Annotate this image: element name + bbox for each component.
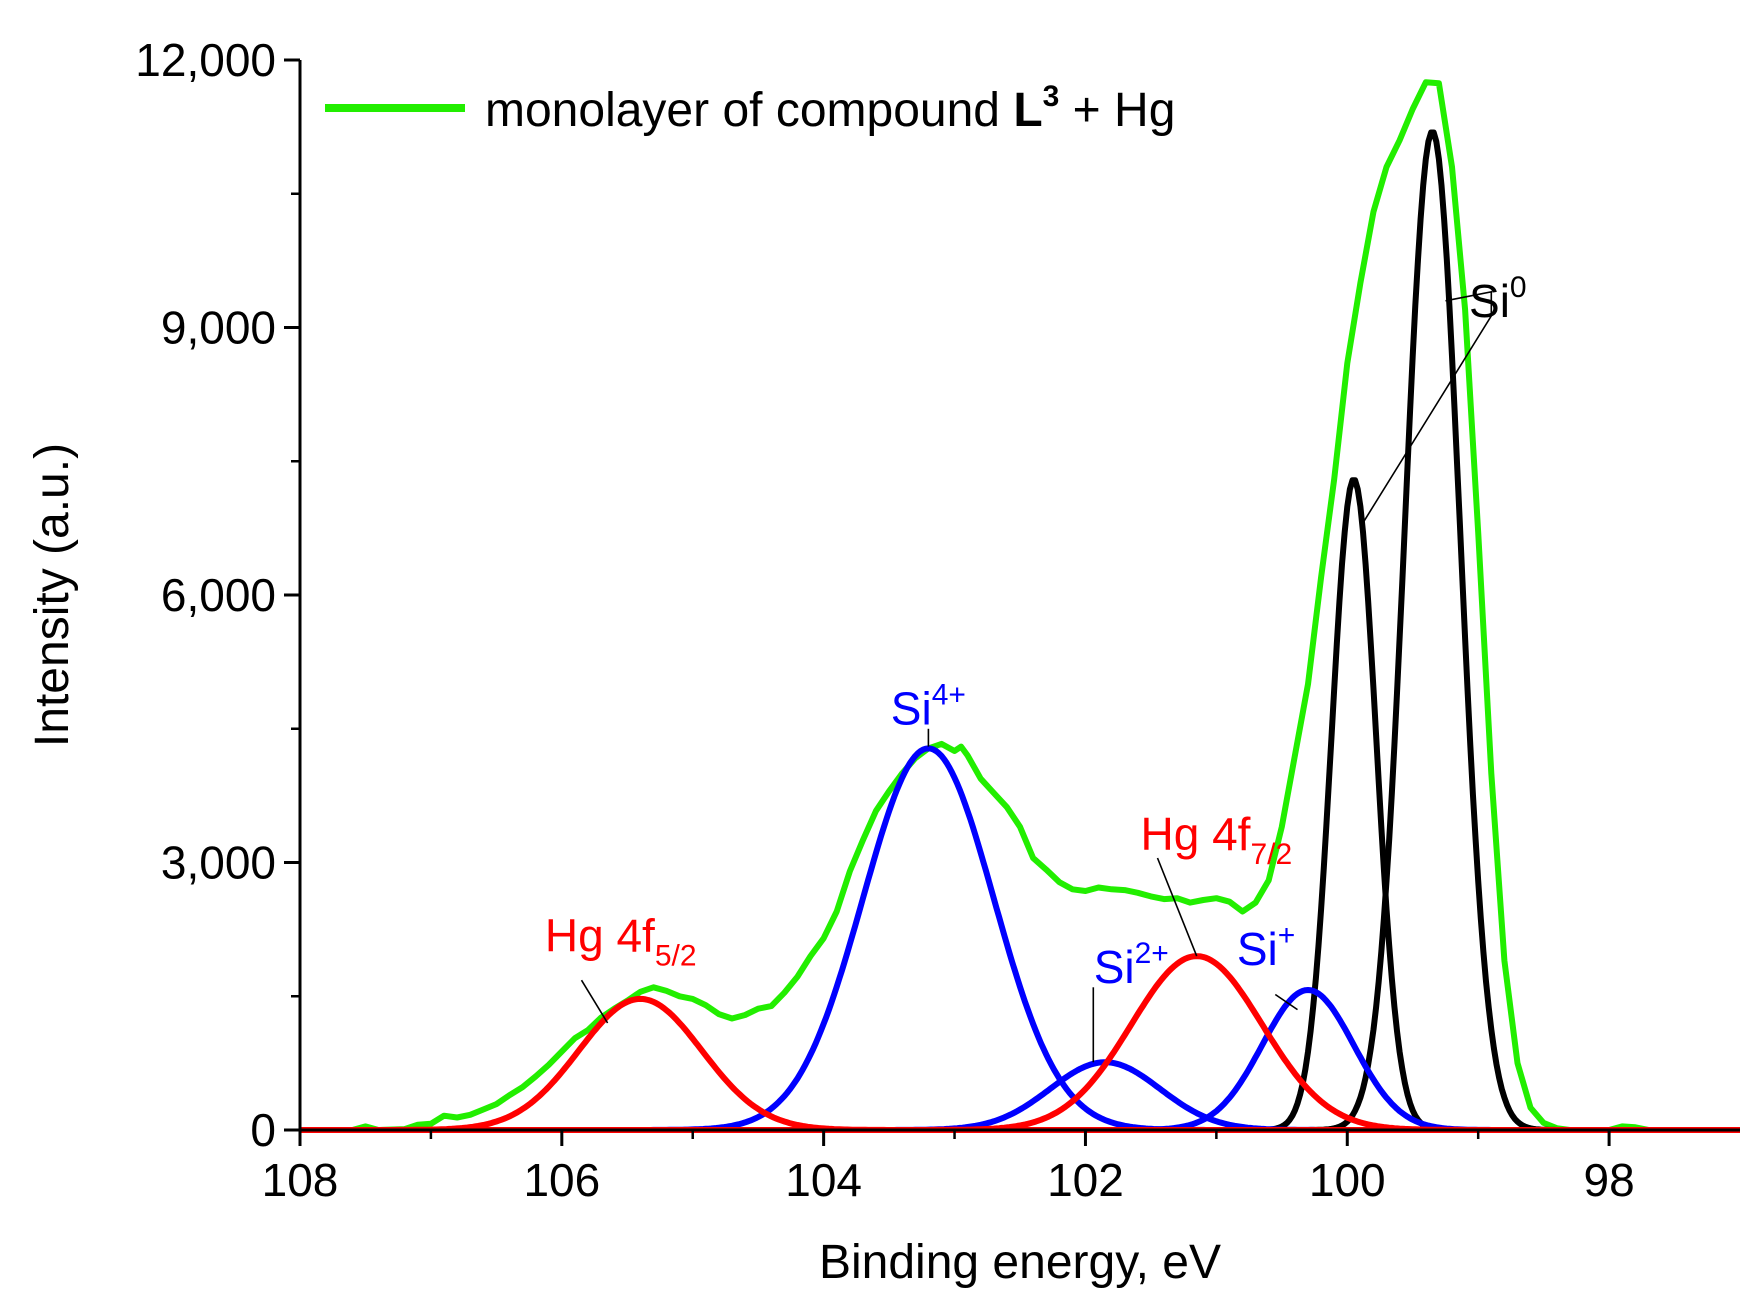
x-axis-ticks: 108 106 104 102 100 98 (262, 1130, 1635, 1206)
y-tick-label: 0 (250, 1104, 276, 1156)
y-tick-label: 12,000 (135, 34, 276, 86)
series-si4 (299, 745, 1741, 1133)
x-tick-label: 104 (785, 1154, 862, 1206)
label-si4: Si4+ (891, 678, 966, 734)
label-si0: Si0 (1469, 271, 1527, 327)
label-sip: Si+ (1237, 919, 1295, 975)
y-axis-ticks: 0 3,000 6,000 9,000 12,000 (135, 34, 300, 1156)
label-hg52: Hg 4f5/2 (545, 910, 697, 973)
pointer-sip (1274, 993, 1298, 1011)
legend-label-compound: L (1013, 84, 1042, 137)
y-tick-label: 3,000 (161, 837, 276, 889)
series-si0-lower-component (299, 477, 1741, 1133)
axes (298, 60, 1740, 1132)
label-hg72: Hg 4f7/2 (1141, 808, 1293, 871)
pointer-hg72 (1156, 857, 1198, 957)
legend-label-superscript: 3 (1043, 80, 1060, 113)
pointer-si0 (1362, 290, 1493, 524)
x-axis-title: Binding energy, eV (819, 1236, 1221, 1289)
pointer-hg52 (580, 979, 609, 1024)
label-si2: Si2+ (1094, 937, 1169, 993)
legend: monolayer of compound L3 + Hg (325, 80, 1175, 137)
legend-label: monolayer of compound L3 + Hg (485, 80, 1175, 137)
series-monolayer-of-compound-l3-hg (300, 79, 1740, 1133)
legend-label-suffix: + Hg (1059, 84, 1175, 137)
x-tick-label: 106 (523, 1154, 600, 1206)
peak-labels: Hg 4f5/2 Si4+ Si2+ Hg 4f7/2 Si+ Si0 (545, 271, 1527, 993)
legend-label-prefix: monolayer of compound (485, 84, 1013, 137)
series-si2 (299, 1059, 1741, 1133)
x-tick-label: 100 (1309, 1154, 1386, 1206)
x-tick-label: 98 (1584, 1154, 1635, 1206)
y-tick-label: 9,000 (161, 302, 276, 354)
annotation-pointers (580, 290, 1493, 1063)
series-layer (299, 79, 1741, 1133)
x-tick-label: 108 (262, 1154, 339, 1206)
y-axis-title: Intensity (a.u.) (26, 443, 79, 747)
x-tick-label: 102 (1047, 1154, 1124, 1206)
y-tick-label: 6,000 (161, 569, 276, 621)
